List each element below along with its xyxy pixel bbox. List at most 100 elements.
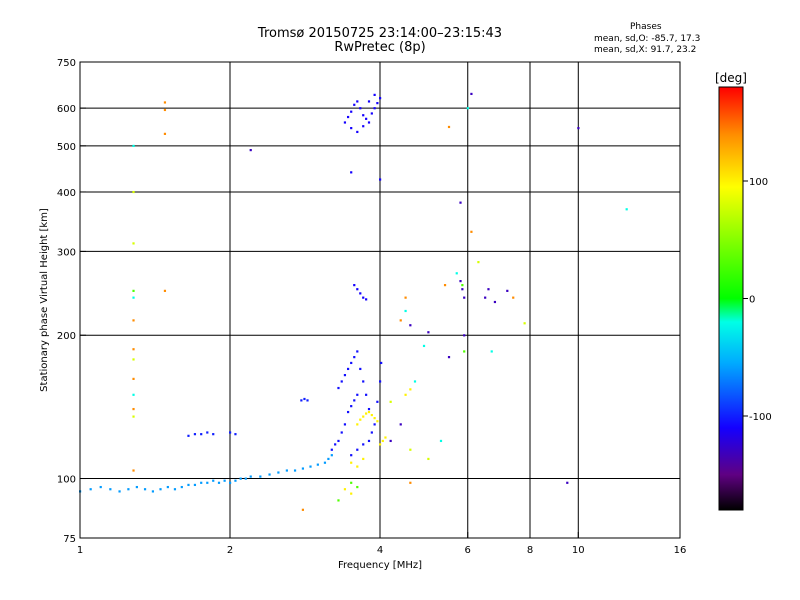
data-point bbox=[343, 374, 347, 377]
phase-stats-x: mean, sd,X: 91.7, 23.2 bbox=[594, 45, 697, 55]
data-point bbox=[367, 100, 371, 103]
data-point bbox=[268, 473, 271, 476]
data-point bbox=[132, 190, 135, 194]
data-point bbox=[367, 407, 371, 411]
data-point bbox=[365, 393, 368, 396]
data-point bbox=[459, 201, 462, 204]
data-point bbox=[362, 415, 365, 418]
y-tick-label: 600 bbox=[57, 104, 76, 115]
data-point bbox=[300, 399, 303, 402]
data-point bbox=[353, 103, 356, 106]
data-point bbox=[380, 361, 383, 365]
data-point bbox=[463, 350, 466, 353]
data-point bbox=[163, 101, 167, 104]
colorbar-tick-label: -100 bbox=[749, 412, 772, 423]
y-tick-label: 300 bbox=[57, 247, 76, 258]
data-point bbox=[443, 284, 447, 287]
data-point bbox=[381, 439, 384, 443]
data-point bbox=[362, 380, 365, 383]
data-point bbox=[463, 334, 466, 337]
x-tick-label: 2 bbox=[227, 545, 233, 556]
data-point bbox=[212, 479, 215, 482]
x-tick-label: 6 bbox=[465, 545, 471, 556]
data-point bbox=[343, 121, 347, 124]
data-point bbox=[409, 448, 412, 451]
data-point bbox=[350, 171, 353, 174]
data-point bbox=[373, 107, 376, 110]
data-point bbox=[200, 481, 203, 484]
axes: 1 2 4 6 8 10 16 75 100 200 300 400 500 600 750 Frequenc… bbox=[39, 58, 686, 571]
data-point bbox=[379, 443, 382, 446]
data-point bbox=[132, 296, 135, 299]
data-point bbox=[334, 443, 337, 446]
data-point bbox=[362, 125, 365, 128]
grid-lines bbox=[80, 62, 680, 538]
data-point bbox=[487, 288, 490, 291]
data-point bbox=[365, 298, 368, 301]
data-point bbox=[409, 481, 412, 484]
data-point bbox=[330, 454, 333, 457]
data-point bbox=[340, 431, 343, 434]
data-point bbox=[512, 296, 515, 299]
data-point bbox=[404, 296, 407, 299]
data-point bbox=[132, 319, 135, 322]
data-point bbox=[293, 469, 297, 472]
data-point bbox=[200, 433, 203, 436]
data-point bbox=[455, 272, 458, 275]
data-point bbox=[234, 433, 237, 436]
y-tick-label: 400 bbox=[57, 188, 76, 199]
data-point bbox=[173, 488, 177, 491]
data-point bbox=[301, 467, 305, 470]
data-point bbox=[353, 356, 356, 359]
data-point bbox=[163, 108, 167, 112]
data-point bbox=[356, 423, 359, 426]
data-point bbox=[379, 178, 382, 181]
data-point bbox=[399, 423, 402, 426]
data-point bbox=[356, 485, 359, 489]
data-point bbox=[350, 405, 353, 408]
x-tick-label: 10 bbox=[572, 545, 585, 556]
data-point bbox=[404, 393, 407, 396]
data-point bbox=[163, 289, 167, 292]
data-point bbox=[367, 439, 371, 443]
data-point bbox=[379, 97, 382, 100]
data-point bbox=[132, 377, 135, 381]
data-point bbox=[159, 488, 162, 491]
data-point bbox=[373, 93, 376, 96]
colorbar: 100 0 -100 [deg] bbox=[715, 71, 772, 511]
y-tick-label: 750 bbox=[57, 58, 76, 69]
data-point bbox=[389, 400, 392, 403]
data-point bbox=[362, 457, 365, 461]
data-point bbox=[350, 127, 353, 130]
data-point bbox=[132, 289, 135, 292]
data-point bbox=[359, 107, 362, 110]
y-axis-label: Stationary phase Virtual Height [km] bbox=[39, 208, 50, 392]
data-point bbox=[370, 112, 373, 115]
data-point bbox=[427, 331, 430, 334]
data-point bbox=[337, 439, 340, 443]
data-point bbox=[346, 115, 350, 119]
data-point bbox=[379, 380, 382, 383]
data-point bbox=[490, 350, 493, 353]
data-point bbox=[217, 481, 221, 484]
data-point bbox=[306, 399, 309, 402]
data-point bbox=[350, 461, 353, 464]
data-point bbox=[118, 490, 121, 493]
data-point bbox=[346, 410, 350, 414]
data-point bbox=[285, 469, 288, 472]
data-point bbox=[350, 361, 353, 365]
data-point bbox=[376, 400, 379, 403]
data-point bbox=[132, 348, 135, 351]
data-point bbox=[447, 356, 451, 359]
data-point bbox=[470, 230, 473, 233]
data-point bbox=[249, 475, 252, 478]
data-point bbox=[206, 481, 209, 484]
y-tick-label: 100 bbox=[57, 475, 76, 486]
x-tick-label: 16 bbox=[674, 545, 687, 556]
data-point bbox=[223, 479, 226, 482]
data-point bbox=[132, 358, 135, 361]
data-point bbox=[193, 483, 197, 487]
data-point bbox=[132, 144, 135, 148]
data-point bbox=[477, 261, 480, 264]
data-point bbox=[163, 132, 167, 135]
